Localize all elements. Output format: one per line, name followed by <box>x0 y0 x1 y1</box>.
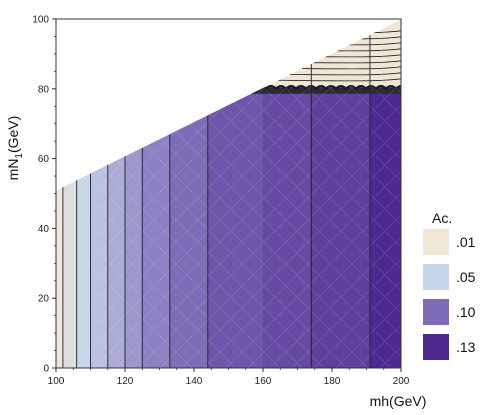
legend-swatch-3 <box>423 334 449 360</box>
y-tick-label-2: 40 <box>38 224 50 235</box>
boundary-line <box>55 18 402 191</box>
legend-label-0: .01 <box>456 234 476 250</box>
x-tick-label-1: 120 <box>117 376 134 387</box>
svg-text:mN1(GeV): mN1(GeV) <box>5 116 25 181</box>
x-tick-label-4: 180 <box>324 376 341 387</box>
x-tick-label-0: 100 <box>48 376 65 387</box>
x-tick-label-3: 160 <box>255 376 272 387</box>
y-axis-label-sub: 1 <box>14 153 25 159</box>
legend-label-1: .05 <box>456 269 476 285</box>
legend-label-2: .10 <box>456 304 476 320</box>
plot-area <box>55 18 402 369</box>
y-tick-label-5: 100 <box>32 15 49 26</box>
legend-swatch-0 <box>423 229 449 255</box>
legend-swatch-1 <box>423 264 449 290</box>
y-axis-label-main: mN <box>5 159 21 181</box>
y-tick-label-1: 20 <box>38 294 50 305</box>
x-tick-label-5: 200 <box>393 376 410 387</box>
legend: Ac. .01 .05 .10 .13 <box>423 210 476 360</box>
legend-swatch-2 <box>423 299 449 325</box>
x-axis-label: mh(GeV) <box>370 393 427 409</box>
y-tick-label-3: 60 <box>38 154 50 165</box>
y-axis: 0 20 40 60 80 100 <box>32 15 56 375</box>
legend-label-3: .13 <box>456 339 476 355</box>
y-tick-label-0: 0 <box>43 364 49 375</box>
x-tick-label-2: 140 <box>186 376 203 387</box>
y-axis-label-unit: (GeV) <box>5 116 21 153</box>
y-tick-label-4: 80 <box>38 84 50 95</box>
legend-title: Ac. <box>432 210 452 226</box>
y-axis-label: mN1(GeV) <box>5 116 25 181</box>
x-axis: 100 120 140 160 180 200 <box>48 368 410 387</box>
